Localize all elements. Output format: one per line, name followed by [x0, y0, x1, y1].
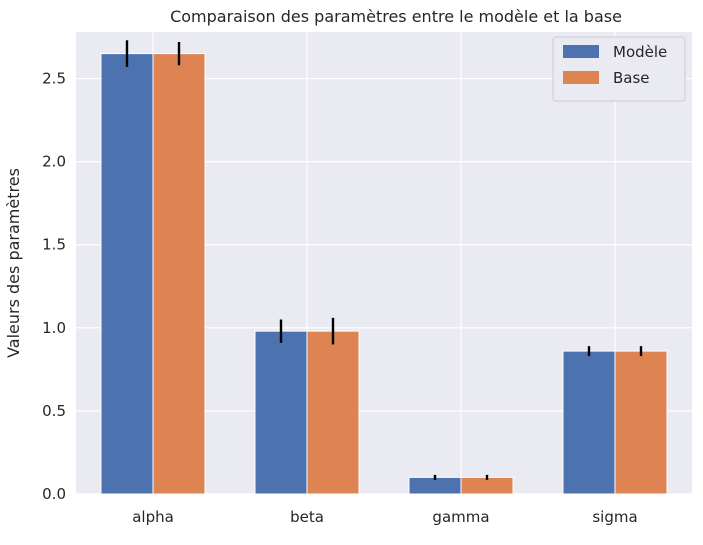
legend-swatch: [563, 71, 599, 84]
legend-swatch: [563, 45, 599, 58]
y-tick-label: 0.5: [42, 402, 66, 420]
y-axis-label: Valeurs des paramètres: [4, 168, 23, 358]
bar-modele-alpha: [100, 53, 154, 495]
bars: [100, 53, 668, 495]
x-tick-label: alpha: [132, 508, 174, 526]
y-tick-labels: 0.0 0.5 1.0 1.5 2.0 2.5: [42, 70, 66, 503]
bar-base-sigma: [614, 350, 668, 495]
legend: Modèle Base: [552, 36, 686, 102]
x-tick-labels: alpha beta gamma sigma: [132, 508, 637, 526]
x-tick-label: sigma: [592, 508, 637, 526]
bar-modele-sigma: [562, 350, 616, 495]
bar-base-beta: [306, 330, 360, 495]
y-tick-label: 0.0: [42, 485, 66, 503]
y-tick-label: 2.5: [42, 70, 66, 88]
y-tick-label: 1.0: [42, 319, 66, 337]
bar-modele-beta: [254, 330, 308, 495]
bar-base-alpha: [152, 53, 206, 495]
chart-title: Comparaison des paramètres entre le modè…: [170, 7, 622, 26]
x-tick-label: beta: [290, 508, 324, 526]
legend-label: Modèle: [613, 43, 667, 61]
error-bars: [125, 40, 643, 480]
y-tick-label: 1.5: [42, 236, 66, 254]
y-tick-label: 2.0: [42, 153, 66, 171]
x-tick-label: gamma: [432, 508, 489, 526]
legend-label: Base: [613, 69, 650, 87]
